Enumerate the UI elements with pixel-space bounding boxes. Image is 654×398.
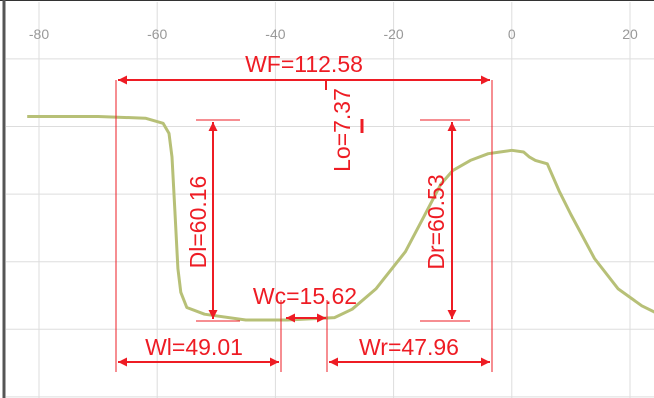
wc-annotation-label: Wc=15.62: [253, 283, 357, 309]
x-tick-label: -20: [383, 26, 403, 42]
x-tick-label: 0: [508, 26, 516, 42]
wl-annotation-label: Wl=49.01: [145, 334, 243, 360]
wf-annotation-label: WF=112.58: [245, 51, 363, 77]
series-profile-line: [27, 115, 654, 322]
x-axis-ticks: -80-60-40-20020406080100: [29, 26, 638, 42]
x-tick-label: -80: [29, 26, 49, 42]
grid: [6, 2, 654, 398]
x-tick-label: -40: [265, 26, 285, 42]
dimension-annotations: [115, 75, 493, 372]
lo-annotation-label: Lo=7.37: [329, 88, 355, 172]
wr-annotation-label: Wr=47.96: [359, 334, 459, 360]
dl-annotation-label: Dl=60.16: [185, 176, 211, 269]
x-tick-label: -60: [147, 26, 167, 42]
dr-annotation-label: Dr=60.53: [423, 174, 449, 269]
x-tick-label: 20: [622, 26, 638, 42]
